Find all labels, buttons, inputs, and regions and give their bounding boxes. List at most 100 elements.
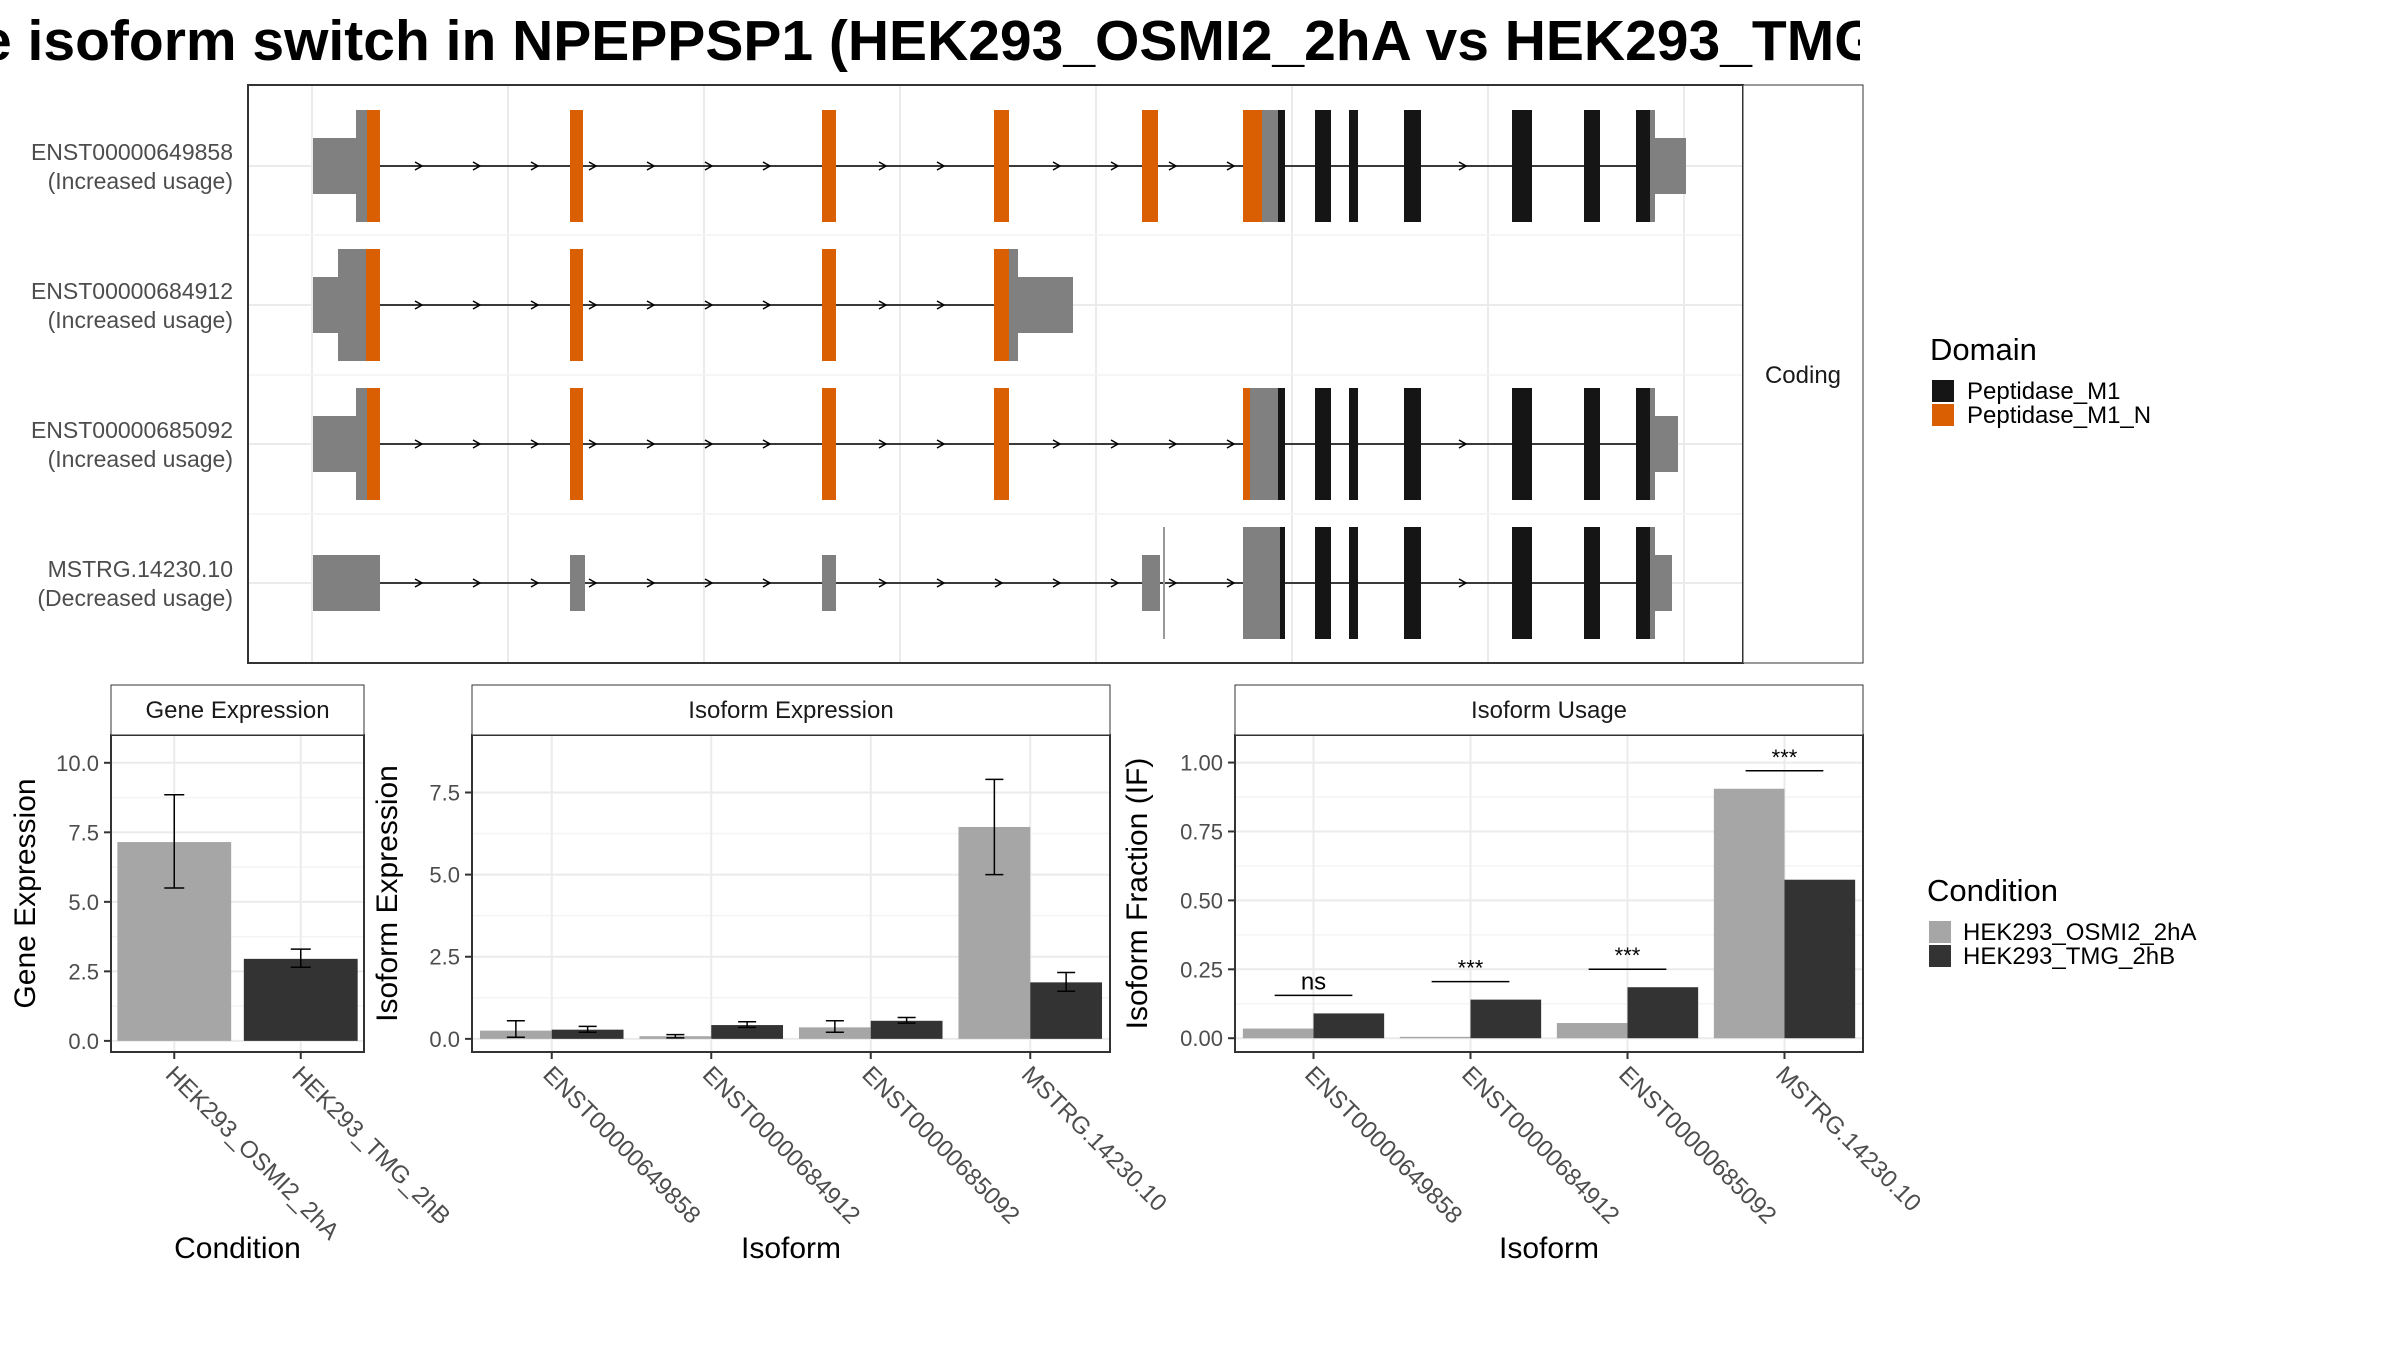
- peptidase-m1-exon: [1512, 110, 1532, 222]
- y-tick-label: 0.50: [1180, 888, 1223, 913]
- isoform-bar: [1713, 788, 1785, 1039]
- intron-direction-arrow: [414, 439, 424, 449]
- panel-strip: [471, 684, 1111, 736]
- transcript-id-label: ENST00000649858: [31, 139, 233, 165]
- transcript-id-label: MSTRG.14230.10: [48, 556, 233, 582]
- utr-exon: [1243, 527, 1280, 639]
- intron-direction-arrow: [646, 439, 656, 449]
- intron-direction-arrow: [472, 161, 482, 171]
- utr-exon: [1250, 388, 1278, 500]
- y-axis-title: Isoform Expression: [371, 765, 404, 1022]
- panel-strip-title: Gene Expression: [145, 697, 329, 724]
- panel-strip-title: Isoform Usage: [1471, 697, 1627, 724]
- expression-panels: Gene Expression0.02.55.07.510.0HEK293_OS…: [9, 684, 1926, 1265]
- intron-direction-arrow: [878, 161, 888, 171]
- significance-label: ns: [1301, 968, 1326, 995]
- y-tick-label: 2.5: [68, 959, 99, 984]
- y-axis-title: Gene Expression: [9, 778, 42, 1008]
- peptidase-m1-exon: [1584, 110, 1600, 222]
- peptidase-m1-n-exon: [1142, 110, 1158, 222]
- intron-direction-arrow: [762, 439, 772, 449]
- y-tick-label: 0.75: [1180, 819, 1223, 844]
- intron-direction-arrow: [1226, 439, 1236, 449]
- peptidase-m1-n-exon: [1243, 388, 1250, 500]
- peptidase-m1-n-exon: [822, 110, 836, 222]
- intron-direction-arrow: [1168, 578, 1178, 588]
- peptidase-m1-n-exon: [822, 388, 836, 500]
- utr-exon: [822, 555, 836, 611]
- intron-direction-arrow: [1458, 578, 1468, 588]
- intron-direction-arrow: [762, 161, 772, 171]
- condition-legend-key: [1929, 945, 1951, 967]
- y-tick-label: 5.0: [68, 890, 99, 915]
- intron-direction-arrow: [704, 578, 714, 588]
- gene-expression-bar: [243, 958, 358, 1041]
- utr-exon: [313, 555, 380, 611]
- y-tick-label: 0.0: [68, 1029, 99, 1054]
- utr-exon: [1650, 527, 1655, 639]
- isoform-bar: [1313, 1013, 1385, 1039]
- intron-direction-arrow: [704, 300, 714, 310]
- intron-direction-arrow: [530, 300, 540, 310]
- significance-label: ***: [1458, 956, 1484, 981]
- peptidase-m1-n-exon: [994, 249, 1009, 361]
- x-axis-title: Condition: [174, 1232, 301, 1265]
- transcript-usage-label: (Decreased usage): [37, 585, 233, 611]
- x-tick-label: ENST00000649858: [538, 1061, 706, 1229]
- isoform-bar: [551, 1029, 624, 1039]
- intron-direction-arrow: [414, 161, 424, 171]
- isoform-bar: [1784, 879, 1856, 1039]
- utr-exon: [1142, 555, 1160, 611]
- peptidase-m1-n-exon: [570, 249, 583, 361]
- peptidase-m1-exon: [1404, 388, 1421, 500]
- y-tick-label: 10.0: [56, 751, 99, 776]
- peptidase-m1-n-exon: [367, 388, 380, 500]
- transcript-id-label: ENST00000684912: [31, 278, 233, 304]
- utr-exon: [356, 110, 367, 222]
- peptidase-m1-exon: [1315, 110, 1331, 222]
- intron-direction-arrow: [878, 578, 888, 588]
- isoform-bar: [1470, 999, 1542, 1039]
- structure-strip: [1742, 84, 1864, 664]
- transcript-usage-label: (Increased usage): [48, 307, 233, 333]
- intron-direction-arrow: [1168, 161, 1178, 171]
- intron-direction-arrow: [472, 439, 482, 449]
- intron-direction-arrow: [646, 161, 656, 171]
- structure-strip-label: Coding: [1765, 362, 1841, 389]
- intron-direction-arrow: [646, 578, 656, 588]
- intron-direction-arrow: [762, 300, 772, 310]
- intron-direction-arrow: [1052, 578, 1062, 588]
- isoform-bar: [870, 1020, 943, 1039]
- y-tick-label: 5.0: [429, 863, 460, 888]
- intron-direction-arrow: [1226, 161, 1236, 171]
- isoform-bar: [711, 1025, 784, 1039]
- y-tick-label: 7.5: [429, 780, 460, 805]
- isoform-bar: [1242, 1028, 1314, 1039]
- condition-legend-title: Condition: [1927, 873, 2058, 908]
- transcript-id-label: ENST00000685092: [31, 417, 233, 443]
- utr-exon: [1262, 110, 1278, 222]
- y-axis-title: Isoform Fraction (IF): [1121, 758, 1154, 1030]
- peptidase-m1-exon: [1280, 527, 1285, 639]
- intron-direction-arrow: [704, 439, 714, 449]
- intron-direction-arrow: [936, 300, 946, 310]
- intron-direction-arrow: [936, 578, 946, 588]
- isoform-bar: [1556, 1023, 1628, 1039]
- peptidase-m1-exon: [1404, 527, 1421, 639]
- utr-exon: [570, 555, 585, 611]
- plot-title: e isoform switch in NPEPPSP1 (HEK293_OSM…: [0, 9, 1860, 73]
- intron-direction-arrow: [530, 439, 540, 449]
- utr-exon: [338, 249, 366, 361]
- utr-exon: [1009, 249, 1018, 361]
- peptidase-m1-exon: [1278, 110, 1285, 222]
- domain-legend-label: Peptidase_M1: [1967, 378, 2120, 405]
- intron-direction-arrow: [1226, 578, 1236, 588]
- intron-direction-arrow: [1110, 161, 1120, 171]
- intron-direction-arrow: [414, 578, 424, 588]
- significance-label: ***: [1772, 745, 1798, 770]
- y-tick-label: 1.00: [1180, 751, 1223, 776]
- peptidase-m1-exon: [1315, 388, 1331, 500]
- intron-direction-arrow: [588, 161, 598, 171]
- x-tick-label: ENST00000685092: [1613, 1061, 1781, 1229]
- intron-direction-arrow: [1458, 439, 1468, 449]
